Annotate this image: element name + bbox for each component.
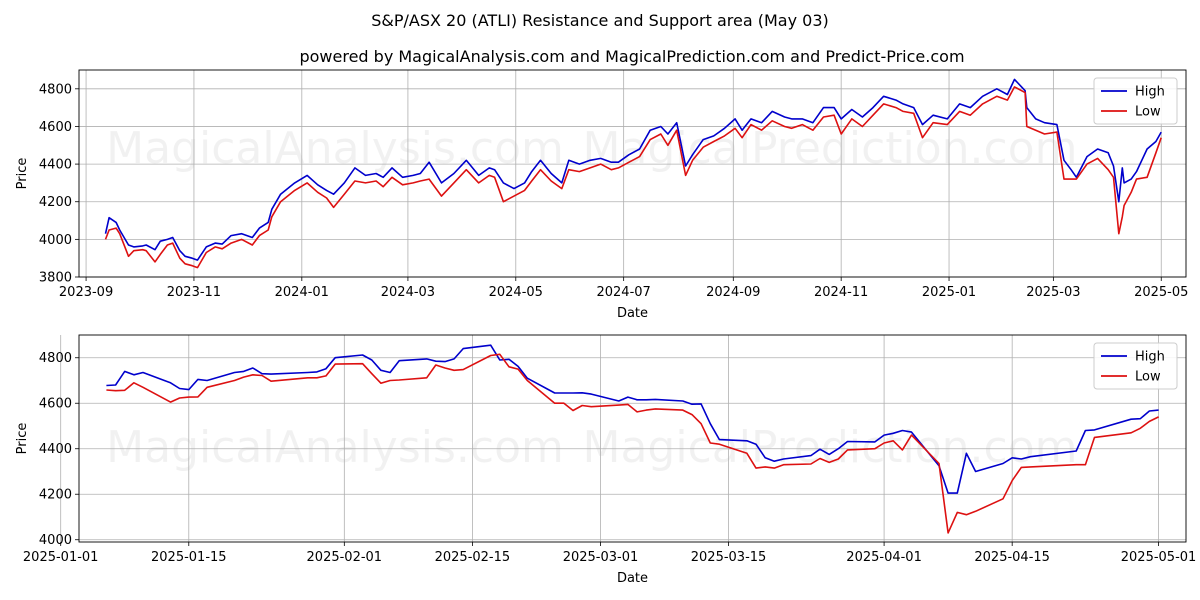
plot-frame — [78, 334, 1187, 543]
legend-label-low: Low — [1135, 105, 1161, 120]
y-tick-label: 4000 — [39, 233, 72, 248]
x-tick-label: 2025-02-01 — [307, 550, 383, 565]
x-tick-label: 2025-03-15 — [691, 550, 767, 565]
series-line-low — [104, 86, 1162, 269]
legend-label-low: Low — [1135, 370, 1161, 385]
y-tick-label: 4200 — [39, 195, 72, 210]
chart-subtitle: powered by MagicalAnalysis.com and Magic… — [299, 47, 964, 66]
bottom-panel: MagicalAnalysis.com MagicalPrediction.com… — [15, 334, 1197, 586]
y-tick-label: 4800 — [39, 351, 72, 366]
y-tick-label: 4800 — [39, 82, 72, 97]
x-tick-label: 2025-03-01 — [563, 550, 639, 565]
x-tick-label: 2023-11 — [167, 285, 221, 300]
x-tick-label: 2025-03 — [1026, 285, 1080, 300]
x-tick-label: 2024-07 — [596, 285, 650, 300]
x-tick-label: 2025-02-15 — [435, 550, 511, 565]
y-tick-label: 4200 — [39, 488, 72, 503]
legend-label-high: High — [1135, 85, 1165, 100]
x-tick-label: 2024-03 — [381, 285, 435, 300]
plot-frame — [78, 69, 1187, 278]
x-tick-label: 2025-01-15 — [151, 550, 227, 565]
y-tick-label: 4000 — [39, 533, 72, 548]
x-tick-label: 2024-01 — [275, 285, 329, 300]
top-panel: MagicalAnalysis.com MagicalPrediction.com… — [15, 69, 1188, 321]
watermark-analysis: MagicalAnalysis.com — [106, 123, 564, 174]
legend-box — [1093, 342, 1178, 390]
x-tick-label: 2025-01 — [922, 285, 976, 300]
series-line-low — [106, 353, 1159, 534]
watermark-analysis: MagicalAnalysis.com — [106, 422, 564, 473]
y-tick-label: 4400 — [39, 442, 72, 457]
x-tick-label: 2024-05 — [489, 285, 543, 300]
y-tick-label: 4600 — [39, 120, 72, 135]
x-tick-label: 2025-04-15 — [974, 550, 1050, 565]
chart-title: S&P/ASX 20 (ATLI) Resistance and Support… — [371, 11, 829, 30]
x-tick-label: 2024-09 — [706, 285, 760, 300]
x-tick-label: 2024-11 — [814, 285, 868, 300]
legend-box — [1093, 77, 1178, 125]
series-line-high — [106, 344, 1159, 494]
y-axis-label: Price — [15, 158, 30, 190]
legend-label-high: High — [1135, 350, 1165, 365]
watermark-prediction: MagicalPrediction.com — [583, 123, 1078, 174]
y-tick-label: 3800 — [39, 271, 72, 286]
x-axis-label: Date — [617, 306, 648, 321]
y-axis-label: Price — [15, 423, 30, 455]
legend: High Low — [1093, 77, 1178, 125]
series-line-high — [104, 78, 1162, 261]
watermark-prediction: MagicalPrediction.com — [583, 422, 1078, 473]
y-tick-label: 4600 — [39, 397, 72, 412]
x-axis-label: Date — [617, 571, 648, 586]
y-tick-label: 4400 — [39, 158, 72, 173]
x-tick-label: 2025-04-01 — [846, 550, 922, 565]
x-tick-label: 2025-01-01 — [23, 550, 99, 565]
x-tick-label: 2025-05-01 — [1121, 550, 1197, 565]
legend: High Low — [1093, 342, 1178, 390]
x-tick-label: 2025-05 — [1134, 285, 1188, 300]
x-tick-label: 2023-09 — [59, 285, 113, 300]
